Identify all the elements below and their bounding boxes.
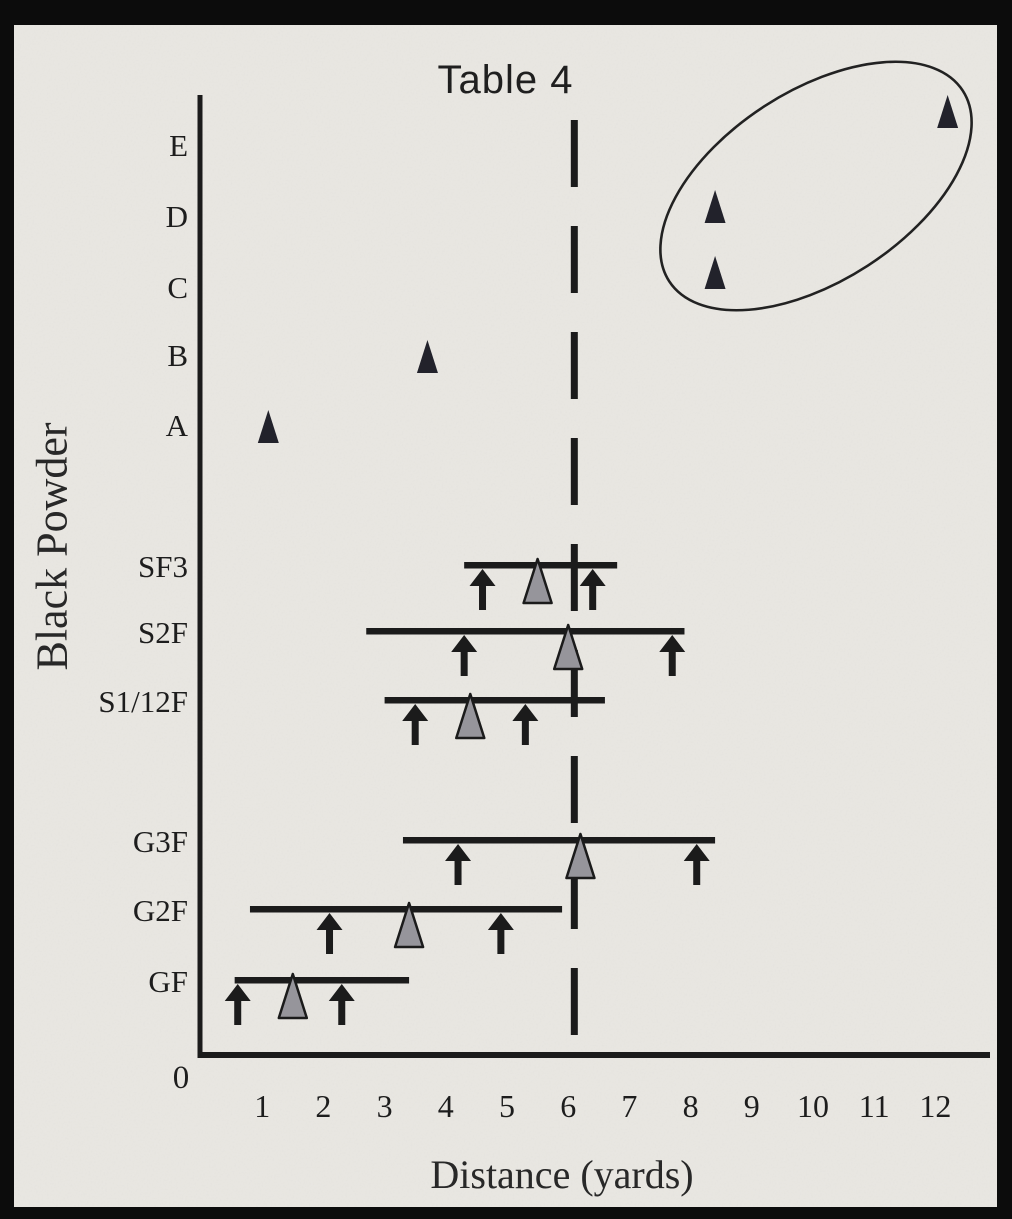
x-tick-label: 10 [797, 1088, 829, 1124]
arrow-min-marker [451, 635, 478, 676]
x-tick-label: 2 [315, 1088, 331, 1124]
mean-triangle-marker [552, 623, 584, 671]
data-point-triangle [704, 256, 726, 289]
y-category-label: G3F [133, 824, 188, 859]
origin-tick-label: 0 [173, 1060, 190, 1096]
arrow-min-marker [402, 704, 429, 745]
x-tick-label: 4 [438, 1088, 454, 1124]
x-tick-label: 5 [499, 1088, 515, 1124]
data-point-triangle [416, 340, 438, 373]
chart-plot-area: 1 2 3 4 5 6 7 8 9 10 11 120EDCBASF3S2FS1/12FG3FG2FG… [14, 25, 997, 1207]
data-point-triangle [937, 95, 959, 128]
range-bar [366, 628, 685, 635]
scan-artifact-notch [570, 0, 906, 17]
x-tick-label: 3 [377, 1088, 393, 1124]
arrow-max-marker [579, 569, 606, 610]
arrow-min-marker [224, 984, 251, 1025]
arrow-min-marker [316, 913, 343, 954]
y-category-label: B [167, 338, 188, 373]
arrow-min-marker [445, 844, 472, 885]
group-ellipse-annotation [659, 60, 973, 312]
mean-triangle-marker [393, 901, 425, 949]
scan-artifact-notch [184, 0, 198, 18]
y-category-label: C [167, 270, 188, 305]
y-category-label: G2F [133, 893, 188, 928]
mean-triangle-marker [277, 972, 309, 1020]
x-tick-label: 9 [744, 1088, 760, 1124]
y-category-label: E [169, 128, 188, 163]
arrow-max-marker [512, 704, 539, 745]
x-tick-label: 11 [859, 1088, 890, 1124]
data-point-triangle [257, 410, 279, 443]
y-category-label: S2F [138, 615, 188, 650]
paper-texture [14, 25, 997, 1207]
y-category-label: D [166, 199, 188, 234]
range-bar [384, 697, 605, 704]
mean-triangle-marker [522, 557, 553, 605]
range-bar [402, 837, 716, 844]
range-bar [234, 977, 410, 984]
arrow-max-marker [487, 913, 514, 954]
x-tick-label: 12 [919, 1088, 951, 1124]
x-tick-label: 6 [560, 1088, 576, 1124]
y-category-label: GF [148, 964, 188, 999]
arrow-min-marker [469, 569, 496, 610]
x-tick-label: 7 [621, 1088, 637, 1124]
x-tick-label: 8 [683, 1088, 699, 1124]
arrow-max-marker [328, 984, 355, 1025]
y-category-label: SF3 [138, 549, 188, 584]
y-category-label: A [166, 408, 189, 443]
arrow-max-marker [683, 844, 710, 885]
y-category-label: S1/12F [98, 684, 188, 719]
mean-triangle-marker [565, 832, 596, 880]
mean-triangle-marker [455, 692, 486, 740]
arrow-max-marker [659, 635, 686, 676]
data-point-triangle [704, 190, 726, 223]
x-tick-label: 1 [254, 1088, 270, 1124]
